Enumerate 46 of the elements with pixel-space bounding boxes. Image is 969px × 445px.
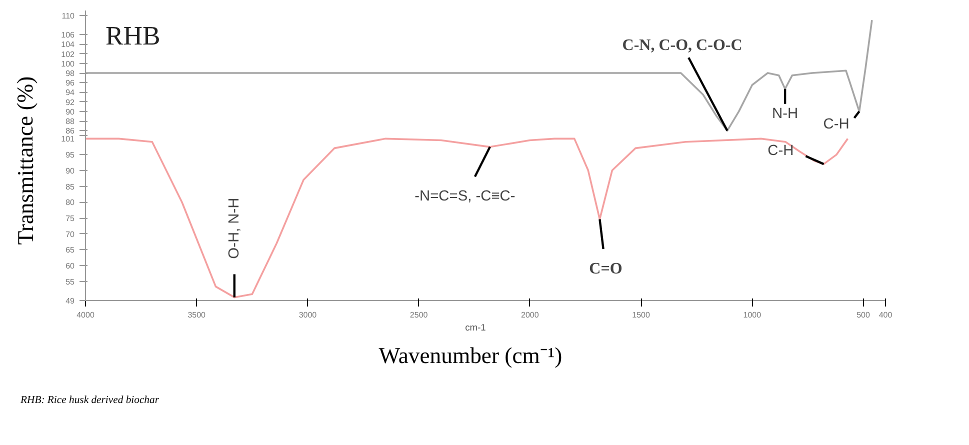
y-tick-label: 70 [66,230,76,239]
annotation: O-H, N-H [226,198,242,259]
x-tick-label: 2000 [521,310,540,320]
line-series [86,138,849,298]
y-tick-label: 60 [66,262,76,271]
y-tick-label: 80 [66,198,76,208]
annotation: C-H [823,116,850,132]
annotation: C-N, C-O, C-O-C [622,37,742,54]
x-tick-label: 3000 [298,310,318,320]
x-tick-label: 1500 [632,310,651,320]
x-tick-label: 4000 [76,310,95,320]
y-tick-label: 102 [61,50,76,59]
y-tick-label: 92 [66,98,76,107]
y-tick-label: 90 [66,166,76,176]
x-tick-label: 500 [856,310,870,320]
x-tick-label: 3500 [188,310,206,320]
line-series [86,19,873,132]
annotation: N-H [772,106,798,122]
y-tick-label: 95 [66,150,76,160]
annotation: -N=C=S, -C≡C- [414,188,516,204]
x-tick-label: 2500 [410,310,428,320]
series-label: RHB [106,20,160,50]
y-tick-label: 94 [66,88,76,98]
y-tick-label: 101 [61,134,76,144]
x-axis-title: Wavenumber (cm⁻¹) [378,343,562,368]
y-tick-label: 104 [61,40,76,50]
y-tick-label: 90 [66,107,76,116]
y-tick-label: 55 [66,277,76,286]
y-tick-label: 106 [61,30,76,40]
y-tick-label: 96 [66,78,76,88]
y-tick-label: 88 [66,117,76,126]
y-axis-title: Transmittance (%) [12,76,38,245]
annotation: C=O [589,260,622,278]
y-tick-label: 75 [66,214,76,223]
x-tick-label: 400 [878,310,893,320]
y-tick-label: 100 [61,59,76,68]
y-tick-label: 110 [62,11,76,20]
text: RHB: Rice husk derived biochar [20,395,160,406]
text: cm-1 [465,322,486,332]
annotation: C-H [768,142,794,159]
y-tick-label: 49 [66,296,76,306]
y-tick-label: 65 [66,246,76,255]
y-tick-label: 86 [66,126,76,136]
x-tick-label: 1000 [743,310,762,320]
y-tick-label: 85 [66,182,76,192]
y-tick-label: 98 [66,69,76,78]
